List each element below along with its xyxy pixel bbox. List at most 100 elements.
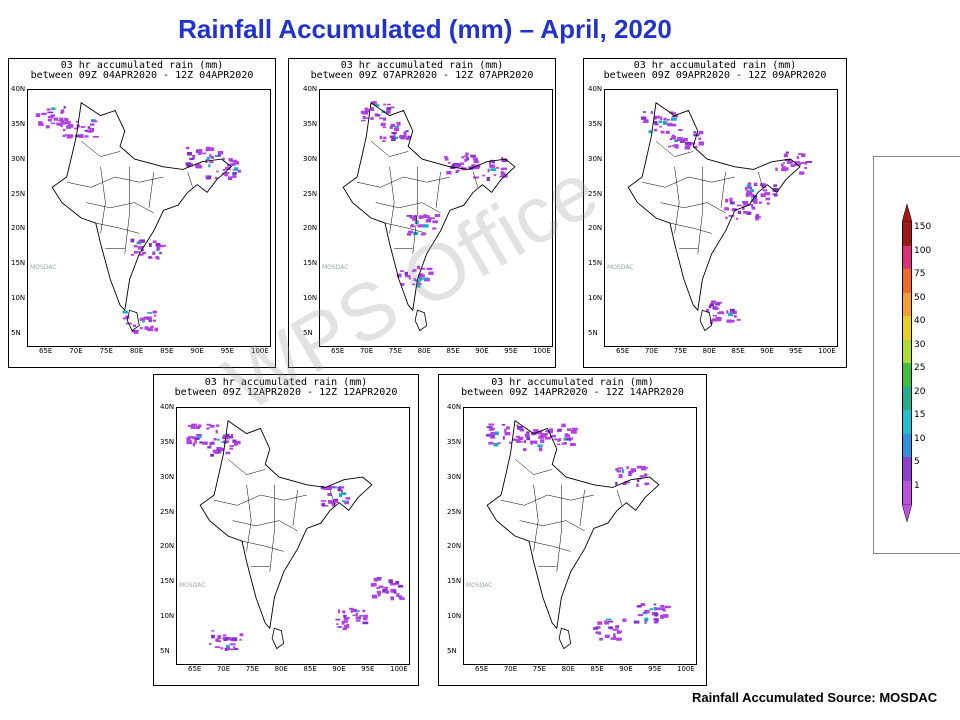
rain-cell	[515, 435, 520, 438]
rain-cell	[517, 436, 524, 440]
rain-cell	[670, 112, 677, 115]
rain-cell	[140, 317, 146, 321]
rain-cell	[133, 251, 138, 254]
rain-cell	[712, 306, 716, 310]
rain-cell	[761, 185, 767, 188]
latitude-tick-label: 35N	[160, 437, 175, 446]
rain-cell	[223, 636, 229, 641]
rain-cell	[345, 497, 351, 500]
longitude-tick-label: 70E	[69, 347, 83, 355]
rain-cell	[489, 427, 495, 430]
sri-lanka-boundary	[126, 309, 140, 332]
rain-cell	[664, 605, 671, 609]
rain-cell	[736, 318, 741, 321]
rain-cell	[335, 618, 341, 621]
india-boundary	[486, 420, 660, 630]
legend-swatch	[902, 316, 912, 340]
rain-cell	[225, 437, 230, 440]
legend-label: 10	[914, 433, 926, 444]
rain-cell	[45, 125, 50, 129]
rain-cell	[363, 616, 368, 621]
rain-cell	[746, 191, 753, 196]
latitude-tick-label: 15N	[160, 577, 175, 586]
rain-cell	[342, 627, 347, 631]
rain-cell	[495, 167, 500, 169]
latitude-tick-label: 5N	[588, 329, 598, 337]
rain-cell	[393, 590, 397, 594]
rain-cell	[362, 621, 369, 625]
legend-label: 1	[914, 480, 920, 491]
rain-cell	[64, 134, 68, 136]
state-boundary	[435, 171, 441, 208]
rain-cell	[333, 498, 339, 501]
rain-cell	[343, 614, 347, 618]
rain-map-panel: 03 hr accumulated rain (mm) between 09Z …	[438, 374, 707, 686]
rain-cell	[210, 156, 214, 159]
rain-cell	[545, 430, 550, 433]
rain-cell	[799, 171, 805, 175]
rain-cell	[448, 161, 451, 164]
rain-cell	[225, 167, 231, 170]
state-boundary	[519, 520, 585, 532]
rain-cell	[206, 423, 212, 426]
sri-lanka-boundary	[414, 309, 428, 332]
rain-cell	[504, 428, 507, 433]
rain-cell	[217, 438, 220, 441]
rain-cell	[535, 440, 538, 444]
state-boundary	[669, 222, 712, 234]
rain-cell	[677, 129, 683, 131]
rain-cell	[663, 117, 667, 121]
latitude-tick-label: 25N	[303, 189, 318, 198]
rain-cell	[523, 440, 527, 443]
latitude-tick-label: 30N	[11, 154, 26, 163]
rain-cell	[355, 612, 358, 615]
rain-cell	[742, 201, 746, 204]
page-title: Rainfall Accumulated (mm) – April, 2020	[178, 14, 672, 44]
rain-cell	[766, 202, 770, 205]
rain-cell	[132, 324, 136, 327]
rain-cell	[655, 607, 662, 611]
rain-cell	[414, 220, 419, 224]
rain-cell	[730, 308, 735, 313]
longitude-tick-label: 100E	[677, 665, 695, 673]
longitude-tick-label: 75E	[245, 665, 260, 673]
state-boundary	[81, 141, 121, 157]
rain-cell	[46, 108, 51, 111]
rain-cell	[337, 609, 340, 614]
rain-cell	[773, 193, 778, 197]
state-boundary	[246, 484, 252, 552]
legend-swatch	[902, 410, 912, 434]
rain-cell	[760, 183, 766, 187]
rain-cell	[712, 318, 718, 322]
rain-cell	[660, 607, 666, 610]
rain-cell	[417, 265, 421, 270]
longitude-tick-label: 80E	[417, 347, 431, 355]
rain-cell	[191, 423, 197, 426]
state-boundary	[533, 484, 539, 552]
rain-cell	[563, 442, 567, 445]
rain-cell	[428, 271, 434, 275]
rain-cell	[684, 137, 688, 142]
rain-cell	[372, 594, 378, 599]
rain-cell	[424, 278, 430, 282]
longitude-tick-label: 95E	[648, 665, 662, 673]
rain-cell	[762, 189, 768, 192]
rain-cell	[229, 643, 236, 646]
rain-cell	[209, 424, 215, 428]
rain-cell	[394, 136, 399, 140]
legend-swatch	[902, 292, 912, 316]
rain-cell	[205, 148, 211, 152]
rain-cell	[136, 251, 141, 253]
rain-cell	[644, 609, 650, 614]
rain-cell	[154, 328, 159, 332]
rain-cell	[629, 472, 634, 474]
rain-cell	[565, 438, 572, 441]
latitude-tick-label: 10N	[11, 294, 26, 303]
rain-cell	[783, 167, 787, 171]
rain-cell	[618, 474, 623, 478]
rain-cell	[89, 127, 95, 132]
rain-cell	[160, 244, 166, 247]
rain-cell	[497, 442, 501, 444]
state-boundary	[579, 489, 585, 526]
rain-cell	[412, 217, 417, 221]
